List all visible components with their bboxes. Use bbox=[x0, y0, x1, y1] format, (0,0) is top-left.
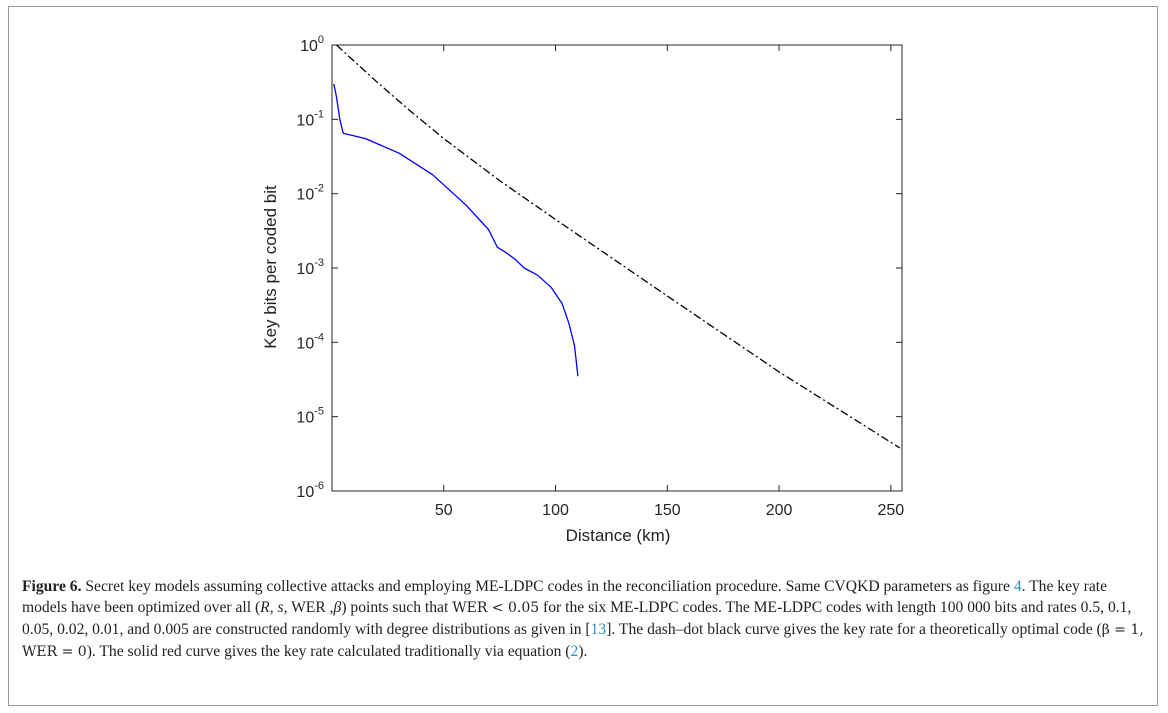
y-axis-label: Key bits per coded bit bbox=[261, 185, 280, 349]
figure-4-link[interactable]: 4 bbox=[1013, 578, 1022, 595]
caption-text: Secret key models assuming collective at… bbox=[81, 578, 1014, 595]
key-rate-chart: 50 100 150 200 250 10010-110-210-310-410-510… bbox=[261, 34, 904, 545]
caption-text: ). bbox=[578, 643, 588, 660]
plot-box bbox=[331, 44, 903, 492]
caption-var: R bbox=[260, 599, 270, 616]
x-tick-label: 50 bbox=[435, 502, 453, 519]
x-tick-label: 200 bbox=[766, 502, 793, 519]
y-tick-label: 10-3 bbox=[296, 257, 324, 278]
caption-var: β bbox=[333, 599, 342, 616]
y-tick-label: 100 bbox=[300, 34, 324, 55]
figure-frame bbox=[8, 6, 1158, 706]
caption-math: β = 1, WER = 0 bbox=[22, 622, 1144, 660]
caption-text: for the six ME-LDPC codes. The ME-LDPC c… bbox=[22, 599, 1132, 638]
x-axis-label: Distance (km) bbox=[566, 526, 671, 545]
y-tick-label: 10-5 bbox=[296, 406, 324, 427]
caption-text: ) points such that bbox=[341, 599, 453, 616]
me-ldpc-key-rate-curve bbox=[333, 83, 579, 377]
axis-ticks bbox=[332, 44, 902, 492]
y-tick-labels: 100 10-1 10-2 10-3 10-4 10-5 10-6 bbox=[296, 34, 324, 501]
x-tick-label: 100 bbox=[542, 502, 569, 519]
optimal-code-curve bbox=[336, 44, 901, 449]
plot-axes bbox=[331, 44, 903, 492]
y-tick-label: 10-1 bbox=[296, 108, 324, 129]
caption-text: . The key rate models have been optimize… bbox=[22, 578, 1108, 616]
reference-13-link[interactable]: 13 bbox=[590, 621, 607, 638]
caption-text: , bbox=[269, 599, 278, 616]
x-tick-labels: 50 100 150 200 250 bbox=[435, 502, 904, 519]
y-tick-label: 10-4 bbox=[296, 331, 324, 352]
caption-text: ). The solid red curve gives the key rat… bbox=[86, 643, 571, 660]
caption-math: WER < 0.05 bbox=[452, 600, 540, 616]
x-tick-label: 150 bbox=[654, 502, 681, 519]
y-tick-label: 10-2 bbox=[296, 183, 324, 204]
x-tick-label: 250 bbox=[877, 502, 904, 519]
caption-var: s bbox=[277, 599, 284, 616]
data-series bbox=[333, 44, 901, 449]
caption-label: Figure 6. bbox=[22, 578, 82, 595]
caption-text: ]. The dash–dot black curve gives the ke… bbox=[606, 621, 1102, 638]
caption-text: , WER , bbox=[283, 599, 334, 616]
y-tick-label: 10-6 bbox=[296, 480, 324, 501]
equation-2-link[interactable]: 2 bbox=[570, 643, 579, 660]
figure-caption: Figure 6. Secret key models assuming col… bbox=[22, 576, 1147, 663]
